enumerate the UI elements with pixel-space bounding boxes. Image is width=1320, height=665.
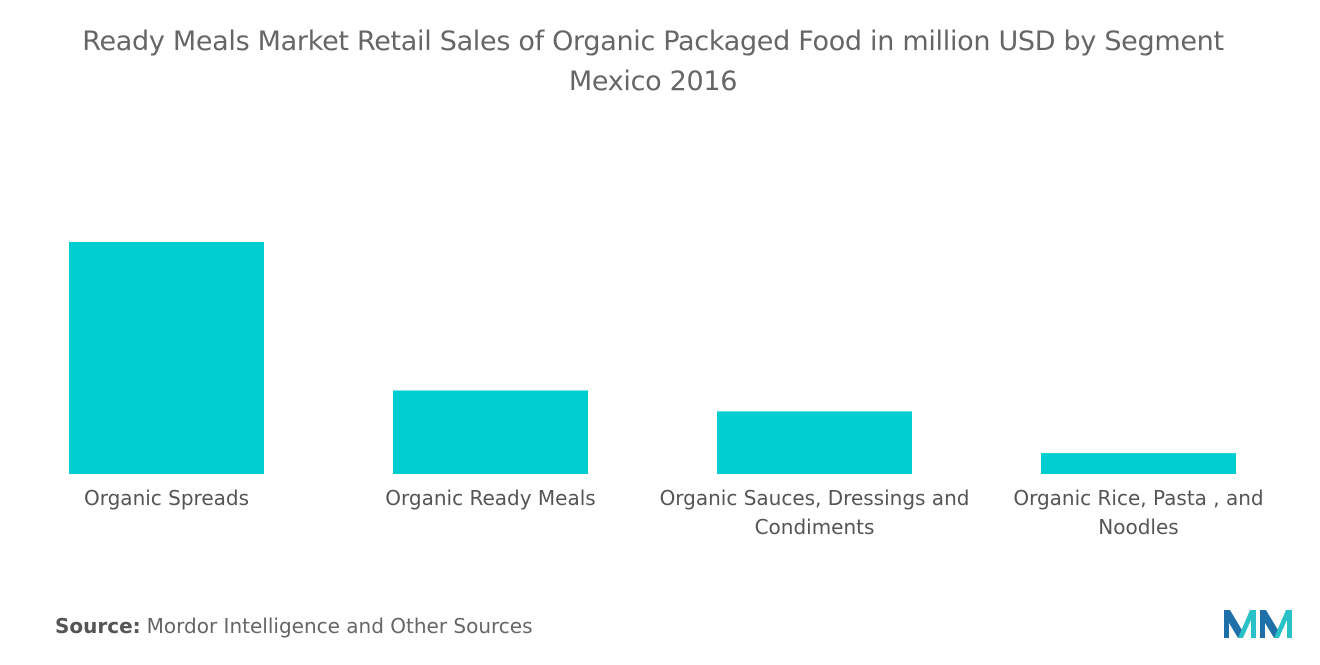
- chart-title: Ready Meals Market Retail Sales of Organ…: [82, 26, 1224, 57]
- bar-1: [69, 242, 264, 474]
- source-label: Source:: [55, 614, 141, 638]
- category-label-2: Organic Ready Meals: [385, 486, 596, 510]
- source-text: Mordor Intelligence and Other Sources: [146, 614, 533, 638]
- bar-4: [1041, 453, 1236, 474]
- chart-subtitle: Mexico 2016: [568, 66, 738, 97]
- category-label-1: Organic Spreads: [84, 486, 249, 510]
- category-label-3: Organic Sauces, Dressings and Condiments: [659, 486, 970, 539]
- bar-3: [717, 411, 912, 474]
- mordor-intelligence-logo: [1224, 604, 1292, 644]
- chart-title-block: Ready Meals Market Retail Sales of Organ…: [0, 22, 1306, 102]
- bar-2: [393, 390, 588, 474]
- logo-icon: [1224, 610, 1292, 638]
- source-note: Source: Mordor Intelligence and Other Sou…: [55, 614, 533, 638]
- category-label-4: Organic Rice, Pasta , and Noodles: [1013, 486, 1264, 539]
